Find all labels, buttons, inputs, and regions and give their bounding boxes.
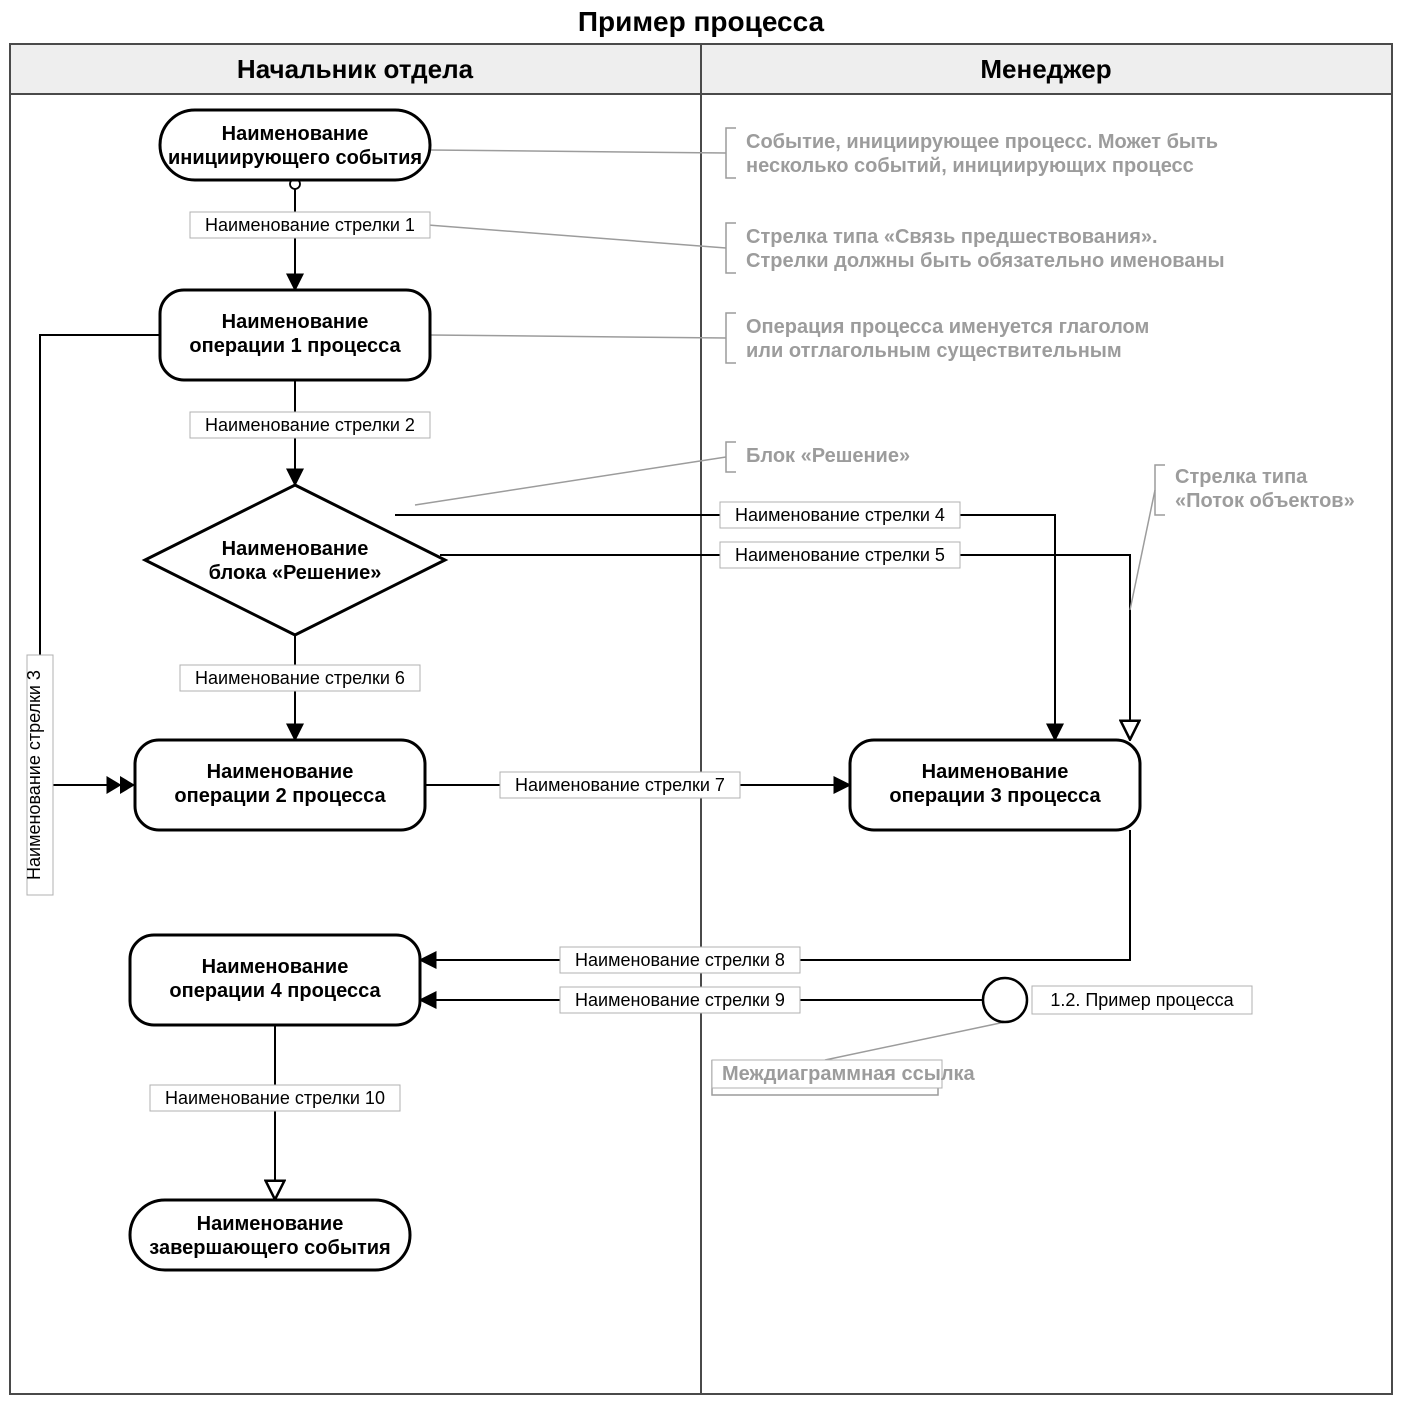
svg-text:Наименование стрелки 10: Наименование стрелки 10 [165,1088,385,1108]
svg-text:завершающего события: завершающего события [149,1237,390,1259]
lane-right-header: Менеджер [980,54,1111,84]
svg-text:операции 4 процесса: операции 4 процесса [169,980,381,1002]
operation-1-node: Наименование операции 1 процесса [160,290,430,380]
svg-text:Междиаграммная ссылка: Междиаграммная ссылка [722,1063,976,1085]
annotation-objflow-l1: Стрелка типа [1175,466,1308,488]
arrow-8-label: Наименование стрелки 8 [560,947,800,973]
svg-text:Наименование стрелки 4: Наименование стрелки 4 [735,505,945,525]
svg-text:Наименование стрелки 3: Наименование стрелки 3 [24,670,44,880]
arrow-2-label: Наименование стрелки 2 [190,412,430,438]
arrow-4-label: Наименование стрелки 4 [720,502,960,528]
flowchart-diagram: Начальник отдела Менеджер [0,0,1402,1404]
start-event-node: Наименование инициирующего события [160,110,430,180]
annotation-objflow-l2: «Поток объектов» [1175,490,1355,512]
annotation-event-l1: Событие, инициирующее процесс. Может быт… [746,131,1218,153]
svg-text:Наименование: Наименование [207,761,354,783]
arrow-1-label: Наименование стрелки 1 [190,212,430,238]
arrow-10-label: Наименование стрелки 10 [150,1085,400,1111]
reference-node: 1.2. Пример процесса [983,978,1252,1022]
svg-text:Наименование: Наименование [222,123,369,145]
svg-text:инициирующего события: инициирующего события [168,147,422,169]
svg-text:Наименование: Наименование [197,1213,344,1235]
svg-text:операции 3 процесса: операции 3 процесса [889,785,1101,807]
svg-text:Наименование стрелки 9: Наименование стрелки 9 [575,990,785,1010]
annotation-decision-l1: Блок «Решение» [746,445,910,467]
svg-text:Наименование стрелки 1: Наименование стрелки 1 [205,215,415,235]
annotation-operation-l2: или отглагольным существительным [746,340,1122,362]
svg-text:операции 1 процесса: операции 1 процесса [189,335,401,357]
annotation-interdiag: Междиаграммная ссылка [712,1060,976,1088]
svg-text:Наименование стрелки 7: Наименование стрелки 7 [515,775,725,795]
arrow-5-label: Наименование стрелки 5 [720,542,960,568]
svg-text:блока «Решение»: блока «Решение» [209,562,382,584]
svg-text:Наименование: Наименование [202,956,349,978]
lane-left-header: Начальник отдела [237,54,474,84]
operation-2-node: Наименование операции 2 процесса [135,740,425,830]
annotation-arrowpre-l2: Стрелки должны быть обязательно именован… [746,250,1225,272]
svg-text:Наименование стрелки 6: Наименование стрелки 6 [195,668,405,688]
arrow-7-label: Наименование стрелки 7 [500,772,740,798]
arrow-6-label: Наименование стрелки 6 [180,665,420,691]
svg-text:Наименование: Наименование [222,538,369,560]
decision-node: Наименование блока «Решение» [145,485,445,635]
annotation-operation-l1: Операция процесса именуется глаголом [746,316,1149,338]
diagram-title: Пример процесса [0,6,1402,38]
annotations: Событие, инициирующее процесс. Может быт… [712,131,1355,1088]
svg-text:Наименование: Наименование [922,761,1069,783]
svg-text:1.2. Пример процесса: 1.2. Пример процесса [1050,990,1234,1010]
arrow-3-label: Наименование стрелки 3 [24,655,53,895]
annotation-arrowpre-l1: Стрелка типа «Связь предшествования». [746,226,1158,248]
end-event-node: Наименование завершающего события [130,1200,410,1270]
svg-text:Наименование стрелки 2: Наименование стрелки 2 [205,415,415,435]
operation-3-node: Наименование операции 3 процесса [850,740,1140,830]
svg-text:Наименование: Наименование [222,311,369,333]
arrow-9-label: Наименование стрелки 9 [560,987,800,1013]
operation-4-node: Наименование операции 4 процесса [130,935,420,1025]
annotation-event-l2: несколько событий, инициирующих процесс [746,155,1194,177]
svg-text:Наименование стрелки 8: Наименование стрелки 8 [575,950,785,970]
svg-text:Наименование стрелки 5: Наименование стрелки 5 [735,545,945,565]
svg-text:операции 2 процесса: операции 2 процесса [174,785,386,807]
